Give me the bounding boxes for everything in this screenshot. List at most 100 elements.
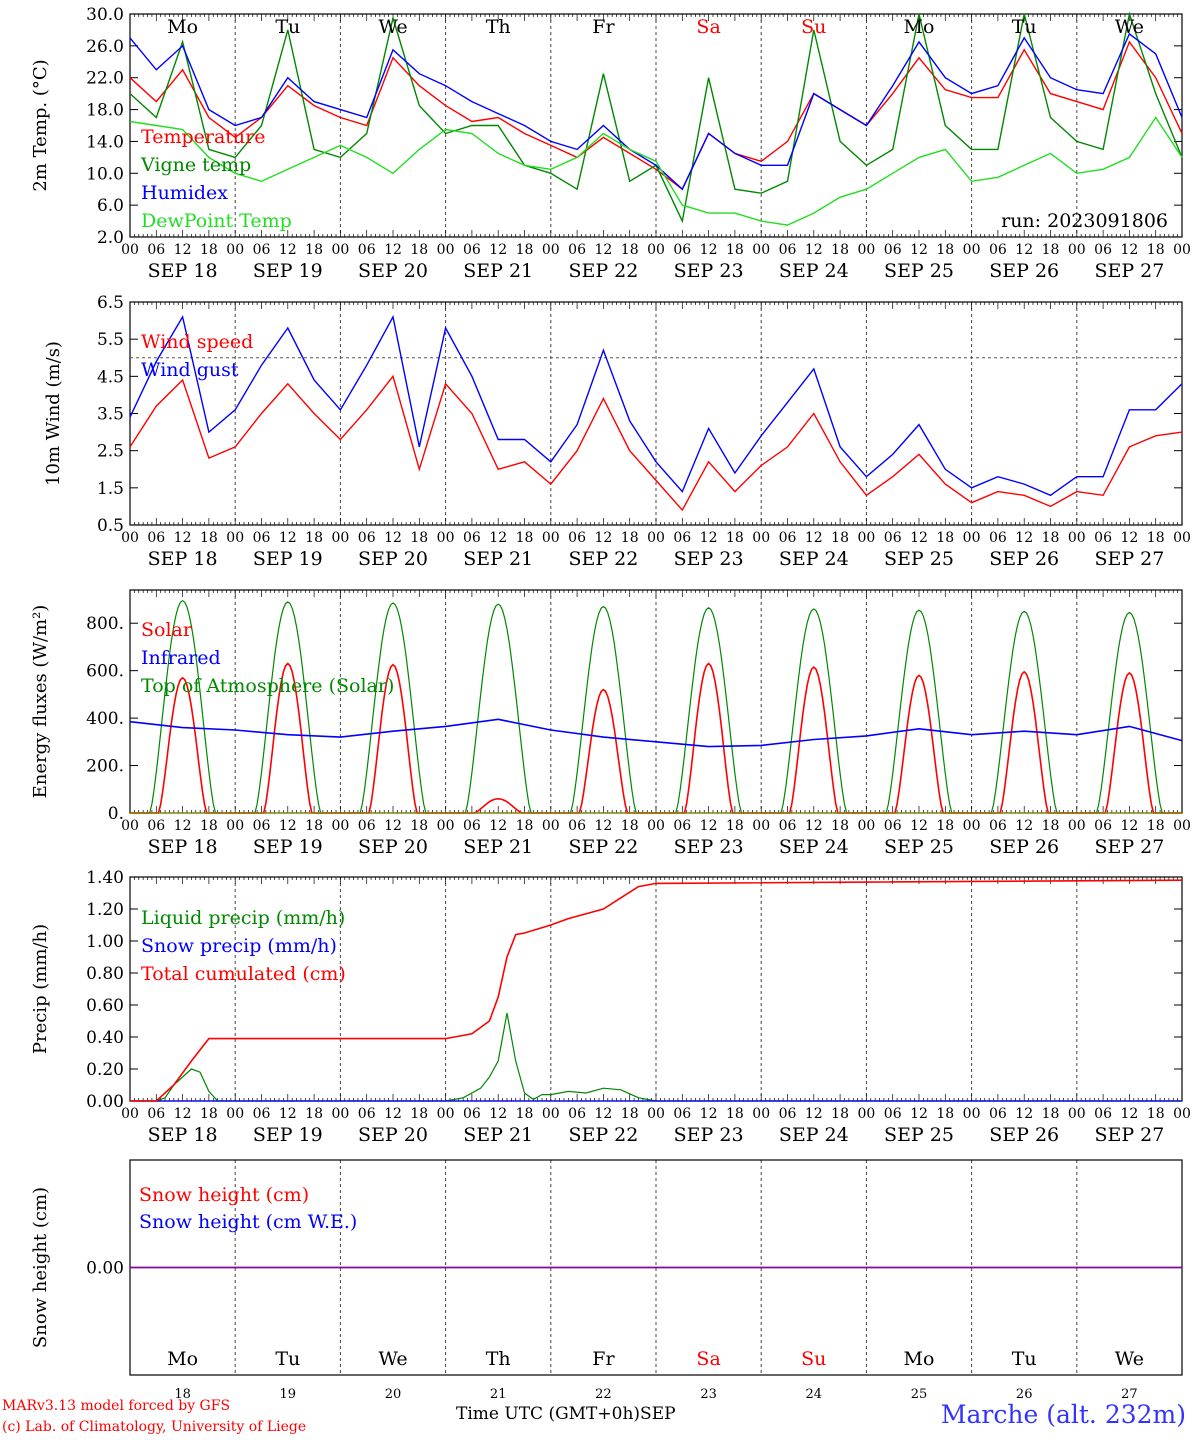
hour-label: 12 [700,1106,718,1122]
hour-label: 00 [437,1106,455,1122]
y-tick-label: 0.20 [86,1060,124,1080]
hour-label: 00 [752,1106,770,1122]
hour-label: 12 [1120,1106,1138,1122]
hour-label: 12 [805,530,823,546]
hour-label: 18 [410,530,428,546]
series-line [129,314,1183,497]
hour-label: 18 [936,818,954,834]
y-tick-label: 6.5 [97,293,124,313]
date-label: SEP 24 [779,836,849,858]
plot-frame [129,301,1183,526]
hour-label: 06 [884,530,902,546]
hour-label: 12 [700,530,718,546]
y-tick-label: 0.80 [86,964,124,984]
hour-label: 00 [226,1106,244,1122]
hour-label: 18 [726,530,744,546]
hour-label: 00 [647,1106,665,1122]
date-label: SEP 24 [779,1124,849,1146]
hour-label: 06 [989,242,1007,258]
hour-label: 00 [1173,1106,1191,1122]
weekday-label: We [378,1348,407,1370]
weekday-label: Tu [275,1348,300,1370]
y-tick-label: 1.20 [86,900,124,920]
hour-label: 12 [1120,530,1138,546]
hour-label: 12 [174,818,192,834]
hour-label: 18 [1042,242,1060,258]
weekday-label: We [378,16,407,38]
hour-label: 18 [621,1106,639,1122]
hour-label: 18 [831,818,849,834]
date-label: SEP 27 [1094,260,1164,282]
hour-label: 18 [831,530,849,546]
series-line [129,374,1183,512]
series-line [130,879,1183,1102]
hour-label: 12 [279,818,297,834]
date-label: SEP 22 [568,260,638,282]
run-annotation: run: 2023091806 [1001,210,1168,232]
date-label: SEP 27 [1094,548,1164,570]
hour-label: 00 [1173,530,1191,546]
day-number-label: 19 [280,1387,297,1402]
hour-label: 00 [752,242,770,258]
hour-label: 06 [463,1106,481,1122]
weekday-label: Fr [592,16,615,38]
weekday-label: Tu [1012,16,1037,38]
date-label: SEP 18 [148,836,218,858]
y-tick-label: 800. [86,614,124,634]
hour-label: 18 [410,1106,428,1122]
y-tick-label: 0.5 [97,516,124,536]
day-number-label: 26 [1016,1387,1033,1402]
hour-label: 12 [174,530,192,546]
date-label: SEP 22 [568,1124,638,1146]
hour-label: 00 [963,530,981,546]
date-label: SEP 23 [674,548,744,570]
date-label: SEP 20 [358,260,428,282]
weekday-label: Fr [592,1348,615,1370]
day-number-label: 25 [911,1387,928,1402]
hour-label: 18 [305,818,323,834]
legend-entry: Solar [141,619,193,641]
hour-label: 06 [884,242,902,258]
hour-label: 12 [594,242,612,258]
hour-label: 18 [726,242,744,258]
y-tick-label: 1.00 [86,932,124,952]
hour-label: 06 [253,242,271,258]
legend-entry: Temperature [141,126,265,148]
date-label: SEP 21 [463,1124,533,1146]
hour-label: 00 [331,530,349,546]
panel-1: 2.0 6.0 10.0 14.0 18.0 22.0 26.0 30.0 00 06 12 18 00… [30,5,1191,282]
hour-label: 12 [805,242,823,258]
hour-label: 00 [437,818,455,834]
hour-label: 18 [200,818,218,834]
y-tick-label: 0.60 [86,996,124,1016]
hour-label: 12 [594,818,612,834]
y-tick-label: 200. [86,757,124,777]
plot-frame [129,589,1183,814]
weekday-label: Su [801,16,826,38]
hour-label: 06 [358,1106,376,1122]
hour-label: 06 [1094,242,1112,258]
hour-label: 06 [253,1106,271,1122]
y-tick-label: 4.5 [97,367,124,387]
legend-entry: Total cumulated (cm) [141,963,346,985]
weekday-label: Tu [275,16,300,38]
hour-label: 18 [1042,530,1060,546]
hour-label: 06 [253,530,271,546]
hour-label: 00 [963,242,981,258]
hour-label: 12 [1120,818,1138,834]
hour-label: 00 [121,530,139,546]
hour-label: 00 [226,818,244,834]
hour-label: 12 [174,1106,192,1122]
hour-label: 12 [1120,242,1138,258]
hour-label: 06 [463,818,481,834]
hour-label: 06 [568,242,586,258]
hour-label: 00 [542,530,560,546]
hour-label: 12 [489,530,507,546]
hour-label: 00 [542,818,560,834]
hour-label: 00 [437,242,455,258]
hour-label: 06 [568,818,586,834]
hour-label: 06 [1094,530,1112,546]
hour-label: 00 [857,1106,875,1122]
legend-entry: Snow height (cm) [139,1184,309,1206]
